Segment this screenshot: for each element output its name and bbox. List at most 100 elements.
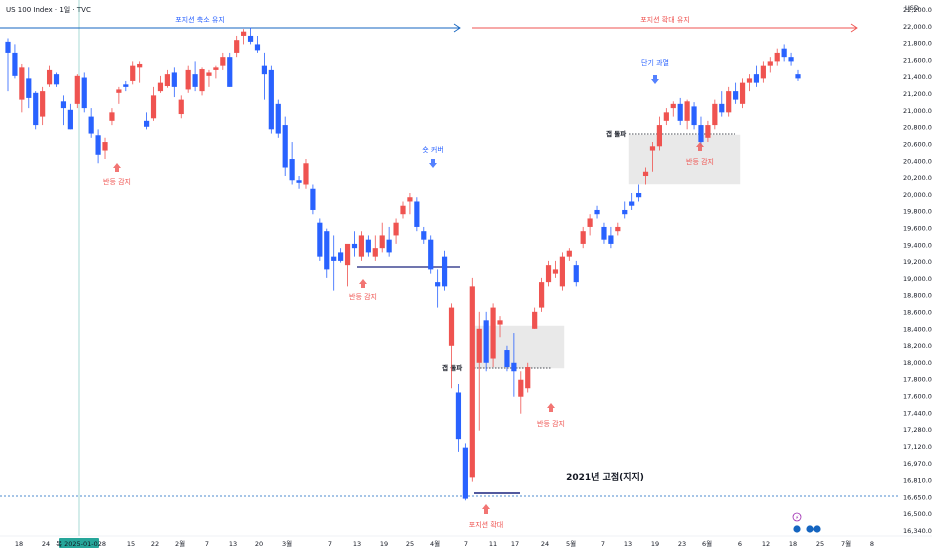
candle-body	[622, 209, 628, 215]
candle-body	[753, 74, 760, 83]
candle-body	[615, 226, 621, 232]
candle-body	[102, 142, 108, 151]
price-tick-label: 18,200.00	[903, 342, 932, 350]
us-flag-event-icon[interactable]	[806, 525, 814, 533]
candle-body	[594, 209, 600, 215]
price-tick-label: 16,340.00	[903, 527, 932, 535]
candle-body	[421, 231, 427, 240]
date-axis[interactable]: 18 24 목 2025-01-02 8 15 22 2월 7 13 20 3월 7 13 19 25 4월 7…	[15, 538, 874, 548]
rebound-arrow-2: 반등 감지	[349, 279, 377, 301]
band-left-label: 포지션 축소 유지	[175, 15, 225, 24]
candle-body	[206, 72, 212, 76]
candle-body	[407, 197, 413, 202]
currency-label: USD	[905, 4, 919, 12]
candle-body	[684, 101, 690, 121]
date-tick-label: 6	[738, 540, 742, 548]
candle-body	[636, 192, 642, 198]
highlighted-date-badge	[59, 538, 99, 548]
date-tick-label: 12	[762, 540, 770, 548]
price-tick-label: 21,400.00	[903, 73, 932, 81]
candle-body	[726, 91, 732, 113]
candle-body	[372, 248, 378, 257]
gap-zone-box-1	[473, 325, 565, 369]
candle-body	[282, 125, 288, 168]
candle-body	[587, 218, 593, 227]
date-tick-label: 8	[870, 540, 874, 548]
candle-body	[310, 188, 316, 210]
candle-body	[12, 52, 18, 76]
band-right-label: 포지션 확대 유지	[640, 15, 690, 24]
price-tick-label: 21,600.00	[903, 56, 932, 64]
candle-body	[518, 379, 524, 397]
candle-body	[254, 44, 261, 51]
price-tick-label: 22,200.00	[903, 6, 932, 14]
date-tick-label: 7	[328, 540, 332, 548]
price-axis[interactable]: 22,200.00 22,000.00 21,800.00 21,600.00 21,4…	[903, 6, 932, 535]
candle-body	[760, 65, 766, 79]
candle-body	[441, 256, 448, 287]
date-tick-label: 23	[678, 540, 686, 548]
candle-body	[178, 99, 184, 115]
price-tick-label: 16,810.00	[903, 477, 932, 485]
candlestick-series	[5, 27, 801, 501]
candle-body	[497, 320, 503, 325]
candle-body	[656, 125, 663, 147]
candle-body	[642, 171, 649, 177]
candle-body	[490, 307, 496, 359]
candle-body	[400, 205, 406, 215]
candle-body	[781, 48, 787, 58]
candle-body	[573, 265, 579, 283]
candle-body	[344, 243, 351, 266]
candle-body	[74, 75, 80, 104]
date-tick-label: 8	[102, 540, 106, 548]
date-tick-label: 11	[489, 540, 497, 548]
date-tick-label: 22	[151, 540, 159, 548]
date-tick-label: 4월	[430, 539, 440, 548]
svg-text:⚡: ⚡	[795, 515, 799, 522]
candle-body	[379, 235, 385, 249]
candle-body	[435, 282, 441, 287]
chart-title: US 100 Index · 1일 · TVC	[6, 5, 91, 14]
candle-body	[241, 31, 247, 36]
candle-body	[275, 103, 281, 134]
price-tick-label: 18,600.00	[903, 309, 932, 317]
candle-body	[40, 91, 46, 117]
rebound-arrow-1: 반등 감지	[103, 163, 131, 186]
candle-body	[670, 103, 676, 109]
price-tick-label: 17,600.00	[903, 393, 932, 401]
candle-body	[143, 120, 150, 127]
date-tick-label: 7월	[841, 539, 851, 548]
gap-fill-label-1: 갭 돌파	[442, 363, 462, 372]
us-flag-event-icon[interactable]	[793, 525, 801, 533]
price-tick-label: 16,500.00	[903, 510, 932, 518]
candle-body	[317, 222, 323, 257]
candle-body	[559, 256, 565, 287]
lightning-event-icon[interactable]	[792, 512, 802, 522]
price-tick-label: 16,650.00	[903, 493, 932, 501]
candle-body	[289, 159, 295, 181]
candle-body	[164, 74, 170, 87]
candle-body	[767, 61, 773, 66]
candle-body	[331, 256, 337, 261]
rebound-arrow-3: 반등 감지	[537, 403, 565, 428]
rebound-label-1: 반등 감지	[103, 177, 131, 186]
event-icons[interactable]: ⚡	[792, 512, 821, 533]
candle-body	[580, 231, 586, 244]
candle-body	[455, 392, 462, 440]
candle-body	[691, 106, 697, 126]
rebound-label-2: 반등 감지	[349, 292, 377, 301]
price-tick-label: 18,000.00	[903, 359, 932, 367]
price-tick-label: 16,970.00	[903, 460, 932, 468]
gap-fill-label-2: 갭 돌파	[606, 129, 626, 138]
candle-body	[504, 350, 510, 368]
us-flag-event-icon[interactable]	[813, 525, 821, 533]
candle-body	[247, 35, 254, 42]
candle-body	[351, 243, 358, 249]
date-tick-label: 15	[127, 540, 135, 548]
price-tick-label: 18,400.00	[903, 325, 932, 333]
candle-body	[116, 89, 122, 93]
date-tick-label: 24	[42, 540, 50, 548]
candle-body	[649, 146, 656, 151]
price-tick-label: 20,800.00	[903, 124, 932, 132]
